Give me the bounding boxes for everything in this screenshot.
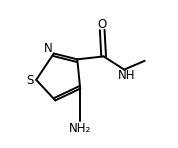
Text: S: S: [26, 74, 33, 87]
Text: N: N: [44, 42, 53, 55]
Text: O: O: [98, 18, 107, 31]
Text: NH₂: NH₂: [69, 122, 91, 135]
Text: NH: NH: [118, 69, 136, 82]
